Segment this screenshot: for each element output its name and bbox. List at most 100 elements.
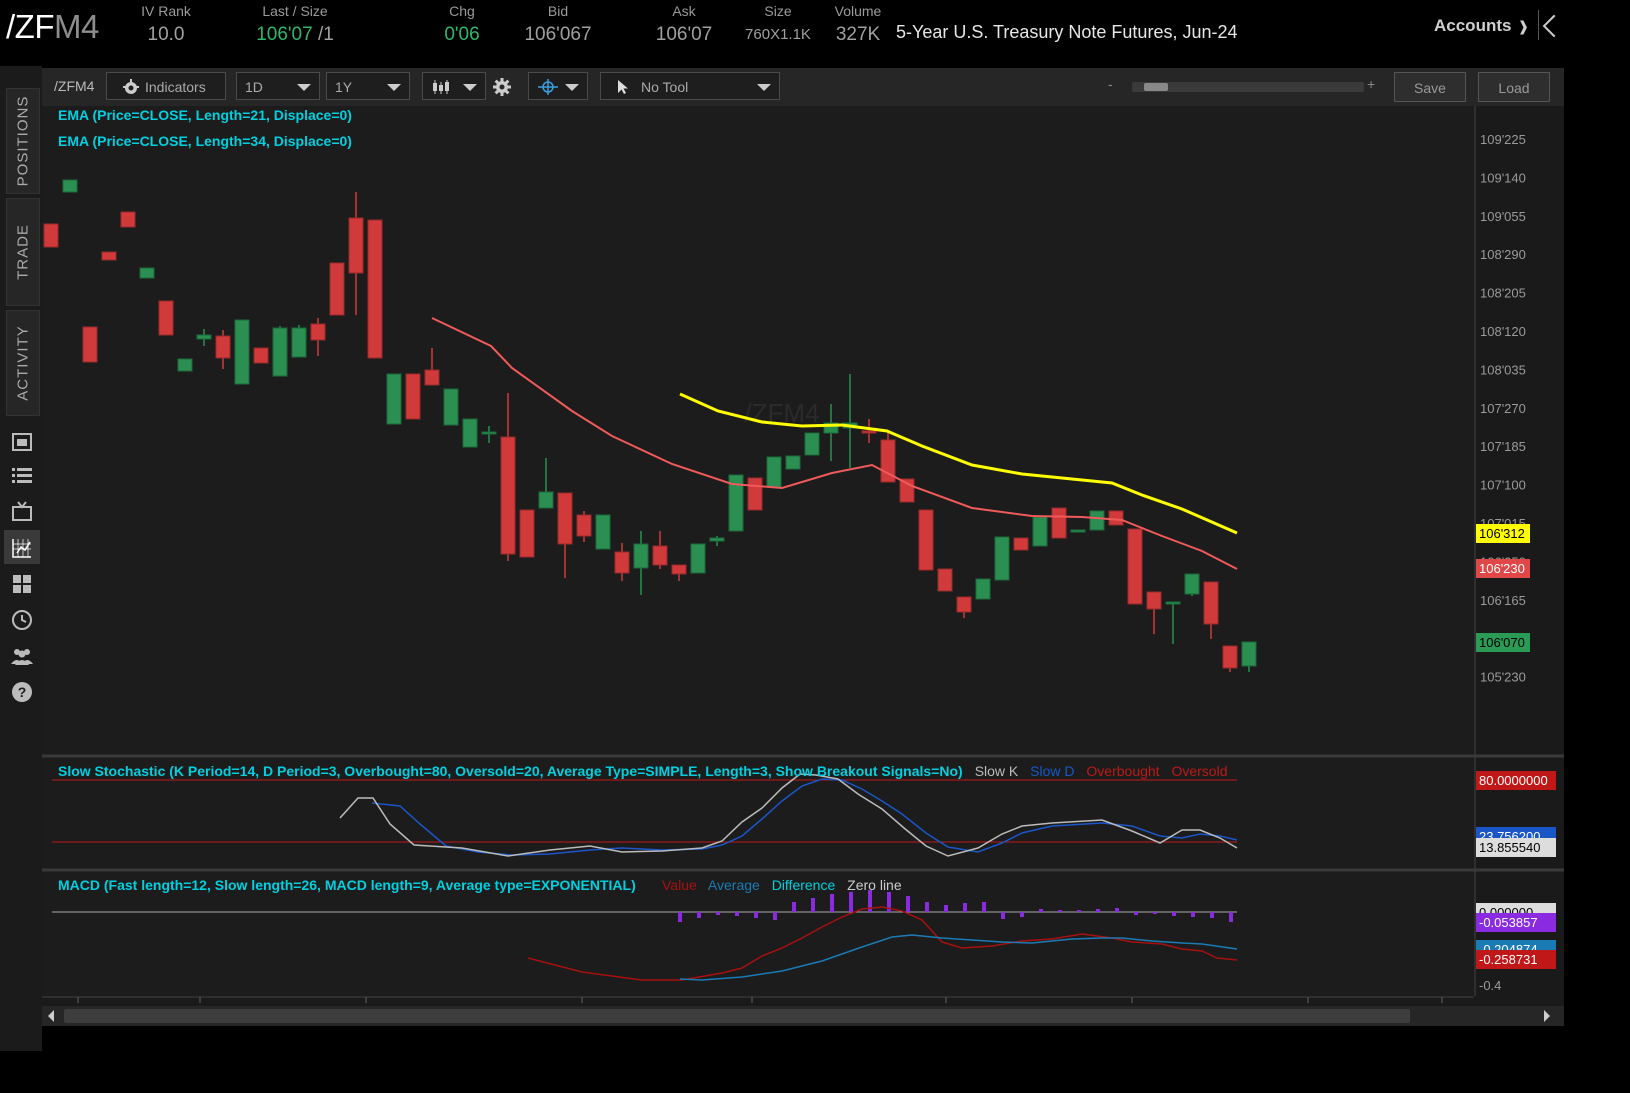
tool-select[interactable]: No Tool bbox=[600, 72, 780, 100]
chevron-down-icon bbox=[565, 84, 579, 91]
indicators-button[interactable]: Indicators bbox=[106, 72, 226, 100]
range-select[interactable]: 1Y bbox=[326, 72, 410, 100]
ema34-study-label[interactable]: EMA (Price=CLOSE, Length=34, Displace=0) bbox=[58, 133, 352, 149]
candle bbox=[1070, 529, 1086, 533]
period-value: 1D bbox=[245, 79, 263, 95]
collapse-icon[interactable] bbox=[1542, 14, 1566, 38]
candle-body bbox=[43, 223, 59, 248]
stat-value: 106'067 bbox=[524, 24, 592, 45]
candle-body bbox=[1184, 573, 1200, 595]
stat-ask: Ask 106'07 bbox=[648, 2, 720, 48]
chart-panel[interactable]: /ZFM4 109'225 109'140 109'055 108'290 108'20… bbox=[42, 106, 1564, 1026]
tv-icon[interactable] bbox=[10, 500, 34, 524]
stat-label: IV Rank bbox=[141, 3, 191, 19]
macd-histogram-bar bbox=[849, 892, 853, 912]
macd-histogram-bar bbox=[944, 905, 948, 912]
price-tick-label: 109'140 bbox=[1480, 170, 1526, 185]
price-chart[interactable]: /ZFM4 109'225109'140109'055108'290108'20… bbox=[42, 106, 1564, 1026]
price-markers: 106'312 106'230 106'070 bbox=[1476, 524, 1530, 652]
period-select[interactable]: 1D bbox=[236, 72, 320, 100]
people-icon[interactable] bbox=[10, 644, 34, 668]
chevron-down-icon bbox=[757, 84, 771, 91]
last-size: /1 bbox=[317, 24, 334, 45]
zoom-slider-thumb[interactable] bbox=[1143, 83, 1168, 91]
tab-label: POSITIONS bbox=[14, 95, 32, 187]
price-tick-label: 108'120 bbox=[1480, 324, 1526, 339]
legend-clip bbox=[1252, 761, 1474, 783]
price-axis: 109'225 109'140 109'055 108'290 108'205 108'1… bbox=[1480, 132, 1526, 685]
chart-style-select[interactable] bbox=[422, 72, 486, 100]
price-marker-label: 106'230 bbox=[1479, 561, 1525, 576]
price-tick-label: 109'225 bbox=[1480, 132, 1526, 147]
clock-icon[interactable] bbox=[10, 608, 34, 632]
macd-study-label[interactable]: MACD (Fast length=12, Slow length=26, MA… bbox=[58, 877, 636, 893]
candle bbox=[310, 318, 326, 356]
scroll-right-icon[interactable] bbox=[1544, 1010, 1550, 1022]
macd-axis-marker bbox=[1476, 913, 1556, 932]
price-tick-label: 107'100 bbox=[1480, 478, 1526, 493]
candle-body bbox=[728, 474, 744, 532]
tab-positions[interactable]: POSITIONS bbox=[6, 88, 40, 194]
candle bbox=[804, 432, 820, 456]
news-icon[interactable] bbox=[10, 430, 34, 454]
price-tick-label: 108'205 bbox=[1480, 286, 1526, 301]
accounts-menu[interactable]: Accounts ❱ bbox=[1434, 16, 1529, 36]
candle bbox=[500, 393, 516, 561]
list-icon[interactable] bbox=[10, 464, 34, 488]
candle-body bbox=[196, 334, 212, 340]
candle bbox=[158, 300, 174, 336]
macd-histogram-bar bbox=[1229, 912, 1233, 922]
zoom-out-button[interactable]: - bbox=[1108, 76, 1113, 92]
drawing-style-select[interactable] bbox=[528, 72, 588, 100]
chart-grid-icon[interactable] bbox=[10, 536, 34, 560]
gear-icon[interactable] bbox=[492, 77, 512, 97]
candle-body bbox=[1013, 537, 1029, 551]
candle-body bbox=[690, 543, 706, 574]
tool-value: No Tool bbox=[641, 79, 689, 95]
macd-histogram-bar bbox=[1058, 910, 1062, 912]
chart-toolbar: /ZFM4 Indicators 1D 1Y No Tool - + Save … bbox=[42, 68, 1564, 107]
candle-body bbox=[120, 211, 136, 228]
macd-histogram-bar bbox=[697, 912, 701, 918]
symbol-root: /ZF bbox=[6, 8, 54, 45]
candle bbox=[1032, 516, 1048, 547]
candle bbox=[690, 543, 706, 574]
tab-trade[interactable]: TRADE bbox=[6, 198, 40, 306]
candle bbox=[82, 326, 98, 363]
stochastic-study-label[interactable]: Slow Stochastic (K Period=14, D Period=3… bbox=[58, 763, 963, 779]
candle-body bbox=[1051, 507, 1067, 539]
scrollbar-thumb[interactable] bbox=[64, 1009, 1410, 1023]
candle-body bbox=[671, 564, 687, 575]
macd-axis-label: -0.258731 bbox=[1479, 952, 1538, 967]
legend-difference: Difference bbox=[772, 877, 836, 893]
price-tick-label: 109'055 bbox=[1480, 209, 1526, 224]
zoom-slider[interactable] bbox=[1132, 82, 1364, 92]
zoom-in-button[interactable]: + bbox=[1367, 76, 1376, 92]
candle-body bbox=[215, 335, 231, 359]
layout-grid-icon[interactable] bbox=[10, 572, 34, 596]
macd-axis: 0.000000-0.053857-0.204874-0.258731-0.4 bbox=[1476, 903, 1556, 993]
tab-label: TRADE bbox=[14, 224, 32, 280]
help-icon[interactable]: ? bbox=[10, 680, 34, 704]
ema21-study-label[interactable]: EMA (Price=CLOSE, Length=21, Displace=0) bbox=[58, 107, 352, 123]
price-marker-bg bbox=[1476, 633, 1530, 652]
save-button[interactable]: Save bbox=[1394, 72, 1466, 102]
candle bbox=[329, 262, 345, 316]
candle bbox=[956, 596, 972, 618]
load-button[interactable]: Load bbox=[1478, 72, 1550, 102]
candle-body bbox=[1146, 591, 1162, 610]
macd-axis-marker bbox=[1476, 950, 1556, 969]
tab-activity[interactable]: ACTIVITY bbox=[6, 310, 40, 416]
symbol-title[interactable]: /ZFM4 bbox=[6, 8, 99, 46]
candle-body bbox=[329, 262, 345, 316]
accounts-label: Accounts bbox=[1434, 16, 1512, 35]
scroll-left-icon[interactable] bbox=[48, 1010, 54, 1022]
candlestick-icon bbox=[433, 80, 449, 94]
stat-label: Bid bbox=[547, 3, 569, 19]
candle bbox=[861, 419, 877, 443]
candle-body bbox=[348, 217, 364, 274]
candle bbox=[557, 492, 573, 578]
stat-value: 106'07 bbox=[655, 24, 713, 45]
macd-histogram-bar bbox=[1134, 912, 1138, 915]
